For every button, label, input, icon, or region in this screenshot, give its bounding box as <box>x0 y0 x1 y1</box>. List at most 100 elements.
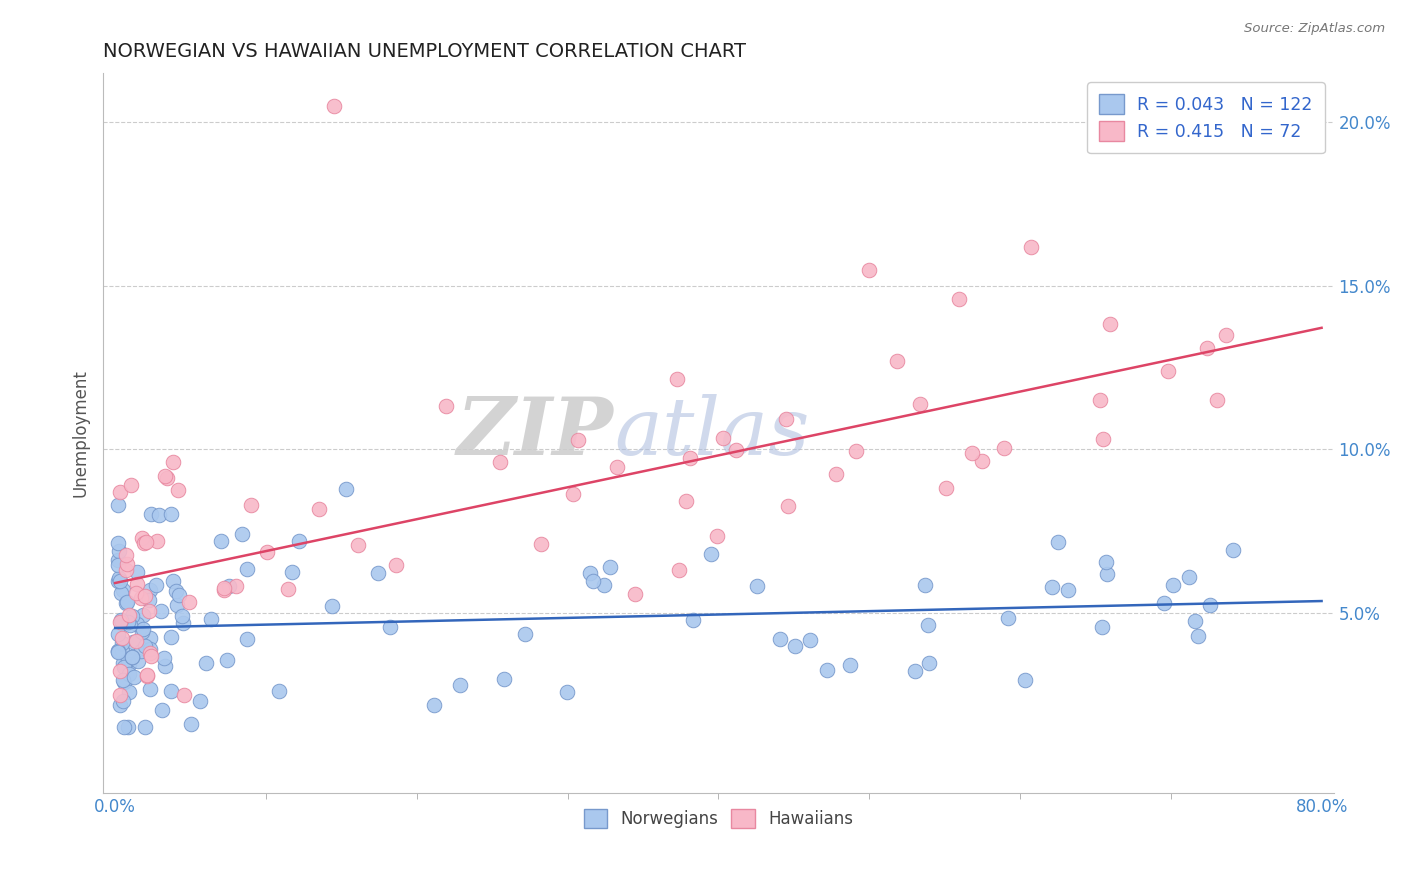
Point <box>110 644 132 658</box>
Point <box>567 433 589 447</box>
Point <box>1014 673 1036 687</box>
Point <box>845 444 868 458</box>
Point <box>1184 614 1206 628</box>
Point <box>117 653 139 667</box>
Point <box>108 574 131 589</box>
Point <box>1057 583 1080 598</box>
Point <box>1153 596 1175 610</box>
Point <box>145 578 167 592</box>
Point <box>125 616 148 631</box>
Point <box>172 615 194 630</box>
Point <box>725 442 748 457</box>
Point <box>1095 567 1118 582</box>
Point <box>118 667 141 681</box>
Point <box>256 545 278 559</box>
Point <box>112 675 135 690</box>
Point <box>170 608 193 623</box>
Point <box>997 611 1019 625</box>
Point <box>125 586 148 600</box>
Point <box>217 653 239 667</box>
Point <box>666 372 689 386</box>
Point <box>1161 578 1184 592</box>
Point <box>111 631 134 645</box>
Point <box>118 618 141 632</box>
Point <box>281 565 304 579</box>
Point <box>153 659 176 673</box>
Point <box>177 595 200 609</box>
Point <box>141 648 163 663</box>
Point <box>194 656 217 670</box>
Point <box>115 558 138 572</box>
Point <box>212 582 235 597</box>
Point <box>107 644 129 658</box>
Point <box>209 533 232 548</box>
Point <box>107 645 129 659</box>
Point <box>125 633 148 648</box>
Point <box>107 552 129 566</box>
Point <box>1178 570 1201 584</box>
Point <box>120 478 142 492</box>
Point <box>139 646 162 660</box>
Point <box>160 684 183 698</box>
Point <box>858 262 880 277</box>
Point <box>118 657 141 672</box>
Point <box>156 471 179 485</box>
Point <box>1040 580 1063 594</box>
Point <box>108 688 131 702</box>
Point <box>139 582 162 597</box>
Point <box>138 632 160 646</box>
Point <box>993 442 1015 456</box>
Point <box>935 481 957 495</box>
Point <box>917 617 939 632</box>
Point <box>111 583 134 598</box>
Point <box>121 650 143 665</box>
Point <box>129 591 152 606</box>
Point <box>776 499 799 513</box>
Point <box>212 582 235 596</box>
Point <box>127 654 149 668</box>
Point <box>108 615 131 629</box>
Point <box>160 508 183 522</box>
Point <box>153 651 176 665</box>
Text: Source: ZipAtlas.com: Source: ZipAtlas.com <box>1244 22 1385 36</box>
Point <box>1195 341 1218 355</box>
Point <box>218 579 240 593</box>
Point <box>582 574 605 589</box>
Point <box>1046 535 1069 549</box>
Point <box>769 632 792 647</box>
Point <box>180 716 202 731</box>
Point <box>322 99 344 113</box>
Text: NORWEGIAN VS HAWAIIAN UNEMPLOYMENT CORRELATION CHART: NORWEGIAN VS HAWAIIAN UNEMPLOYMENT CORRE… <box>103 42 747 61</box>
Point <box>1157 364 1180 378</box>
Point <box>111 673 134 687</box>
Point <box>167 588 190 602</box>
Point <box>1091 620 1114 634</box>
Point <box>108 571 131 585</box>
Point <box>599 560 621 574</box>
Point <box>1187 628 1209 642</box>
Point <box>799 633 821 648</box>
Point <box>1222 543 1244 558</box>
Point <box>135 534 157 549</box>
Point <box>110 615 132 629</box>
Point <box>489 455 512 469</box>
Point <box>111 657 134 671</box>
Point <box>139 681 162 696</box>
Point <box>267 683 290 698</box>
Point <box>115 596 138 610</box>
Point <box>162 574 184 589</box>
Point <box>138 592 160 607</box>
Point <box>1095 555 1118 569</box>
Point <box>706 529 728 543</box>
Point <box>321 599 343 613</box>
Point <box>122 670 145 684</box>
Point <box>668 563 690 577</box>
Point <box>1215 327 1237 342</box>
Point <box>118 685 141 699</box>
Point <box>515 627 537 641</box>
Point <box>129 644 152 658</box>
Point <box>108 664 131 678</box>
Point <box>910 397 932 411</box>
Point <box>107 536 129 550</box>
Point <box>839 657 862 672</box>
